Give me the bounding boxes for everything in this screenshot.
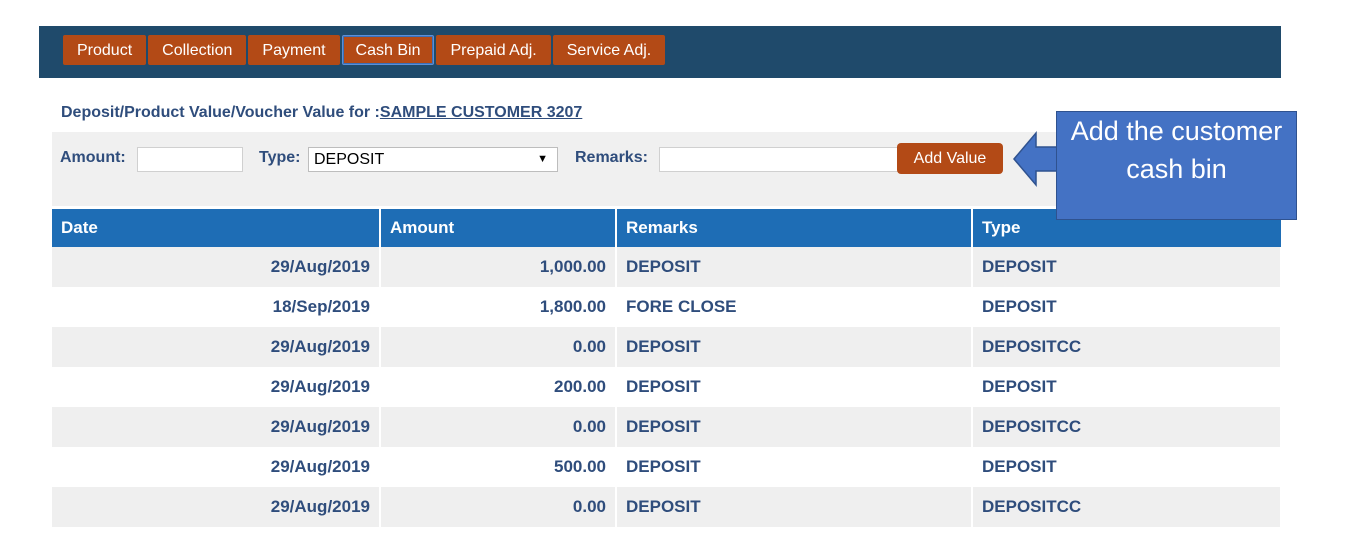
column-header-date[interactable]: Date [52, 209, 381, 247]
column-header-amount[interactable]: Amount [380, 209, 617, 247]
cell-date: 29/Aug/2019 [52, 407, 381, 447]
cell-remarks: DEPOSIT [616, 487, 973, 527]
callout-arrow-icon [1013, 130, 1058, 188]
customer-name-link[interactable]: SAMPLE CUSTOMER 3207 [379, 104, 583, 121]
cell-remarks: DEPOSIT [616, 327, 973, 367]
nav-tabs: Product Collection Payment Cash Bin Prep… [63, 35, 666, 65]
cell-type: DEPOSITCC [972, 407, 1282, 447]
cell-type: DEPOSIT [972, 247, 1282, 287]
cell-type: DEPOSIT [972, 367, 1282, 407]
cell-remarks: DEPOSIT [616, 447, 973, 487]
tab-prepaid-adj[interactable]: Prepaid Adj. [436, 35, 551, 65]
table-row: 29/Aug/2019 0.00 DEPOSIT DEPOSITCC [52, 407, 1282, 447]
table-row: 29/Aug/2019 0.00 DEPOSIT DEPOSITCC [52, 327, 1282, 367]
table-row: 29/Aug/2019 200.00 DEPOSIT DEPOSIT [52, 367, 1282, 407]
table-row: 29/Aug/2019 500.00 DEPOSIT DEPOSIT [52, 447, 1282, 487]
cell-date: 29/Aug/2019 [52, 367, 381, 407]
cell-type: DEPOSIT [972, 447, 1282, 487]
cell-amount: 1,000.00 [380, 247, 617, 287]
cell-date: 29/Aug/2019 [52, 487, 381, 527]
table-row: 18/Sep/2019 1,800.00 FORE CLOSE DEPOSIT [52, 287, 1282, 327]
title-prefix: Deposit/Product Value/Voucher Value for … [61, 104, 380, 121]
table-row: 29/Aug/2019 0.00 DEPOSIT DEPOSITCC [52, 487, 1282, 527]
cell-amount: 200.00 [380, 367, 617, 407]
tab-service-adj[interactable]: Service Adj. [552, 35, 666, 65]
cell-remarks: DEPOSIT [616, 367, 973, 407]
amount-label: Amount: [60, 149, 126, 166]
tab-cash-bin[interactable]: Cash Bin [341, 35, 435, 65]
cell-amount: 500.00 [380, 447, 617, 487]
type-select-value: DEPOSIT [314, 151, 385, 168]
cell-type: DEPOSIT [972, 287, 1282, 327]
add-value-button[interactable]: Add Value [897, 143, 1003, 174]
cell-date: 18/Sep/2019 [52, 287, 381, 327]
column-header-remarks[interactable]: Remarks [616, 209, 973, 247]
table-header-row: Date Amount Remarks Type [52, 209, 1281, 247]
chevron-down-icon: ▼ [537, 153, 548, 165]
remarks-label: Remarks: [575, 149, 648, 166]
type-select[interactable]: DEPOSIT ▼ [308, 147, 558, 172]
table-row: 29/Aug/2019 1,000.00 DEPOSIT DEPOSIT [52, 247, 1282, 287]
cell-type: DEPOSITCC [972, 327, 1282, 367]
cell-amount: 1,800.00 [380, 287, 617, 327]
page-title: Deposit/Product Value/Voucher Value for … [61, 104, 582, 122]
cell-remarks: DEPOSIT [616, 407, 973, 447]
cell-amount: 0.00 [380, 487, 617, 527]
cell-remarks: FORE CLOSE [616, 287, 973, 327]
type-label: Type: [259, 149, 301, 166]
cell-date: 29/Aug/2019 [52, 247, 381, 287]
top-nav-bar: Product Collection Payment Cash Bin Prep… [39, 26, 1281, 78]
remarks-input[interactable] [659, 147, 899, 172]
tab-collection[interactable]: Collection [148, 35, 247, 65]
cash-bin-table: Date Amount Remarks Type 29/Aug/2019 1,0… [52, 209, 1282, 527]
tab-product[interactable]: Product [63, 35, 147, 65]
cell-date: 29/Aug/2019 [52, 327, 381, 367]
tab-payment[interactable]: Payment [248, 35, 340, 65]
cell-amount: 0.00 [380, 327, 617, 367]
cell-date: 29/Aug/2019 [52, 447, 381, 487]
amount-input[interactable] [137, 147, 243, 172]
cell-amount: 0.00 [380, 407, 617, 447]
annotation-callout: Add the customer cash bin [1056, 111, 1297, 220]
cell-remarks: DEPOSIT [616, 247, 973, 287]
cell-type: DEPOSITCC [972, 487, 1282, 527]
